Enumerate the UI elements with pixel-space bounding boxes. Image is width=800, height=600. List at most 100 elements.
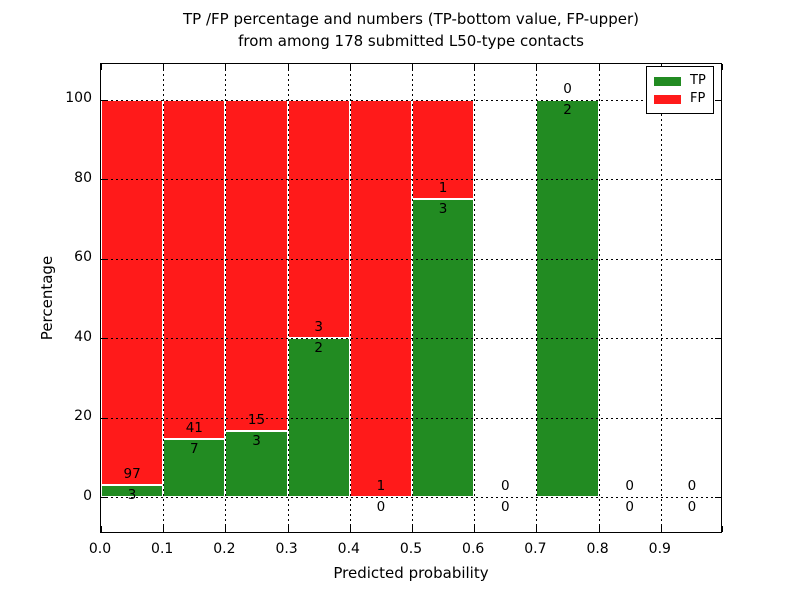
x-tick-label: 0.3 <box>275 541 298 557</box>
fp-count-label: 1 <box>438 180 448 197</box>
y-tick-label: 0 <box>83 487 92 504</box>
fp-legend-swatch <box>654 94 681 104</box>
gridline <box>101 179 721 181</box>
tp-count-label: 0 <box>625 499 634 516</box>
axis-tick <box>722 64 723 70</box>
tp-count-label: 3 <box>127 487 137 504</box>
gridline <box>163 64 165 532</box>
x-tick-label: 0.2 <box>213 541 236 557</box>
x-axis-label: Predicted probability <box>333 564 489 582</box>
gridline <box>101 417 721 419</box>
gridline <box>412 64 413 532</box>
plot-area: 97 3 41 7 15 3 3 2 1 0 1 3 0 0 0 2 0 0 0 0 <box>100 63 723 533</box>
y-tick-label: 60 <box>74 249 92 266</box>
axis-tick <box>225 64 227 70</box>
tp-count-label: 2 <box>314 340 323 357</box>
fp-bar-segment <box>287 99 350 339</box>
axis-tick <box>715 179 721 181</box>
x-tick-label: 0.8 <box>586 541 609 557</box>
fp-count-label: 0 <box>687 478 697 495</box>
axis-tick <box>412 64 413 70</box>
tp-count-label: 3 <box>252 432 261 449</box>
tp-bar-segment <box>163 439 226 498</box>
tp-count-label: 3 <box>438 201 448 218</box>
fp-bar-segment <box>412 99 475 200</box>
axis-tick <box>722 526 723 532</box>
gridline <box>287 64 289 532</box>
axis-tick <box>101 99 107 101</box>
fp-bar-segment <box>163 99 226 440</box>
tp-bar-segment <box>101 485 164 498</box>
tp-count-label: 0 <box>376 499 386 516</box>
axis-tick <box>349 64 351 70</box>
gridline <box>101 99 721 101</box>
gridline <box>101 338 721 340</box>
tp-count-label: 2 <box>563 101 572 118</box>
fp-count-label: 0 <box>625 478 634 495</box>
axis-tick <box>715 417 721 419</box>
axis-tick <box>349 526 351 532</box>
axis-tick <box>101 497 107 499</box>
x-tick-label: 0.6 <box>462 541 485 557</box>
axis-tick <box>101 64 102 70</box>
gridline <box>225 64 227 532</box>
axis-tick <box>660 526 662 532</box>
gridline <box>474 64 476 532</box>
gridline <box>598 64 600 532</box>
axis-tick <box>598 64 600 70</box>
axis-tick <box>715 497 721 499</box>
y-tick-label: 20 <box>74 408 92 425</box>
fp-count-label: 0 <box>563 80 572 97</box>
y-axis-label: Percentage <box>38 255 56 341</box>
y-tick-label: 80 <box>74 169 92 186</box>
x-tick-label: 0.0 <box>88 541 112 557</box>
tp-legend-label: TP <box>690 73 706 88</box>
axis-tick <box>536 526 538 532</box>
tp-count-label: 0 <box>501 499 510 516</box>
legend-row-tp: TP <box>647 72 713 90</box>
axis-tick <box>163 64 165 70</box>
gridline <box>536 64 538 532</box>
gridline <box>101 497 721 499</box>
axis-tick <box>536 64 538 70</box>
axis-tick <box>225 526 227 532</box>
gridline <box>101 258 721 260</box>
axis-tick <box>101 417 107 419</box>
tp-bar-segment <box>536 99 599 498</box>
legend-row-fp: FP <box>647 90 713 108</box>
y-tick-label: 40 <box>74 328 92 345</box>
legend: TP FP <box>646 66 714 114</box>
x-tick-label: 0.9 <box>648 541 671 557</box>
chart-title-line2: from among 178 submitted L50-type contac… <box>238 32 584 50</box>
tp-legend-swatch <box>654 76 681 86</box>
fp-bar-segment <box>349 99 412 498</box>
axis-tick <box>101 258 107 260</box>
fp-count-label: 97 <box>123 466 141 483</box>
chart-title-line1: TP /FP percentage and numbers (TP-bottom… <box>183 10 639 28</box>
axis-tick <box>474 526 476 532</box>
fp-count-label: 15 <box>247 411 266 428</box>
fp-legend-label: FP <box>690 91 706 106</box>
fp-count-label: 3 <box>314 319 323 336</box>
gridline <box>349 64 351 532</box>
axis-tick <box>101 338 107 340</box>
axis-tick <box>715 258 721 260</box>
gridline <box>660 64 662 532</box>
axis-tick <box>412 526 413 532</box>
y-tick-label: 100 <box>65 90 92 107</box>
axis-tick <box>163 526 165 532</box>
tp-bar-segment <box>412 199 475 498</box>
axis-tick <box>715 99 721 101</box>
x-tick-label: 0.4 <box>337 541 360 557</box>
x-tick-label: 0.1 <box>151 541 174 557</box>
x-tick-label: 0.7 <box>524 541 547 557</box>
fp-bar-segment <box>225 99 288 431</box>
axis-tick <box>474 64 476 70</box>
tp-count-label: 7 <box>190 441 199 458</box>
x-tick-label: 0.5 <box>399 541 423 557</box>
axis-tick <box>287 64 289 70</box>
tp-count-label: 0 <box>687 499 697 516</box>
fp-count-label: 1 <box>376 478 386 495</box>
axis-tick <box>101 179 107 181</box>
